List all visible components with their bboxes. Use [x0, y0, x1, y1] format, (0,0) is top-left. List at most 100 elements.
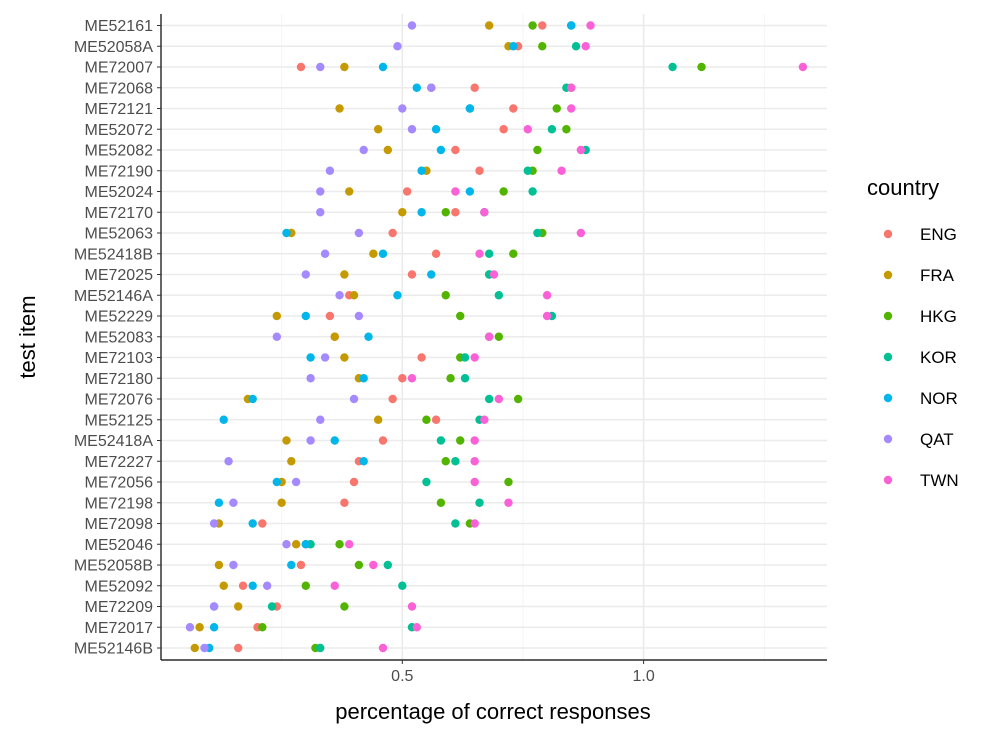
data-point-fra: [369, 249, 378, 258]
data-point-kor: [494, 291, 504, 300]
data-point-qat: [301, 270, 310, 279]
legend-key-hkg: [883, 311, 893, 321]
data-point-qat: [354, 311, 364, 321]
y-tick-label: ME52046: [85, 537, 154, 554]
y-tick-label: ME72180: [85, 371, 154, 388]
data-point-nor: [412, 83, 421, 92]
data-point-kor: [547, 125, 557, 134]
data-point-nor: [330, 436, 339, 445]
data-point-fra: [272, 311, 282, 321]
data-point-twn: [475, 249, 484, 258]
data-point-eng: [238, 581, 248, 590]
data-point-eng: [509, 104, 518, 113]
y-tick-label: ME72068: [85, 80, 154, 97]
data-point-kor: [460, 374, 470, 383]
data-point-nor: [248, 519, 257, 528]
data-point-kor: [398, 581, 407, 590]
y-tick-label: ME52083: [85, 329, 154, 346]
data-point-hkg: [552, 104, 561, 113]
data-point-qat: [229, 560, 238, 570]
y-tick-label: ME72227: [85, 454, 154, 471]
y-tick-label: ME72017: [85, 620, 154, 637]
data-point-qat: [407, 21, 417, 30]
data-point-twn: [470, 457, 479, 466]
data-point-kor: [451, 457, 460, 466]
data-point-fra: [349, 291, 359, 300]
data-point-kor: [668, 62, 677, 72]
y-tick-label: ME52063: [85, 226, 154, 243]
data-point-qat: [398, 104, 407, 113]
data-point-kor: [460, 353, 470, 362]
data-point-qat: [316, 415, 325, 424]
data-point-twn: [470, 353, 479, 362]
data-point-eng: [451, 208, 460, 217]
data-point-hkg: [446, 374, 455, 383]
legend-label-twn: TWN: [920, 471, 959, 490]
data-point-fra: [484, 21, 494, 30]
data-point-twn: [557, 166, 566, 175]
legend-label-hkg: HKG: [920, 307, 957, 326]
data-point-fra: [234, 602, 243, 611]
data-point-eng: [431, 415, 441, 424]
data-point-nor: [436, 145, 446, 155]
data-point-hkg: [697, 62, 706, 72]
data-point-fra: [291, 540, 301, 549]
data-point-nor: [287, 560, 296, 570]
data-point-fra: [340, 353, 349, 362]
data-point-nor: [272, 477, 282, 487]
data-point-fra: [277, 498, 286, 507]
data-point-nor: [417, 166, 426, 175]
data-point-qat: [306, 436, 315, 445]
data-point-kor: [422, 477, 431, 487]
data-point-nor: [431, 125, 441, 134]
data-point-qat: [209, 602, 219, 611]
data-point-twn: [576, 145, 586, 155]
data-point-hkg: [456, 436, 465, 445]
data-point-hkg: [441, 291, 450, 300]
y-tick-label: ME52418B: [74, 246, 153, 263]
y-tick-label: ME52125: [85, 412, 154, 429]
data-point-twn: [378, 643, 388, 653]
data-point-kor: [484, 394, 494, 404]
data-points: [185, 21, 808, 653]
data-point-qat: [335, 291, 344, 300]
data-point-eng: [325, 311, 335, 321]
data-point-fra: [287, 457, 296, 466]
legend-label-kor: KOR: [920, 348, 957, 367]
data-point-hkg: [441, 457, 450, 466]
data-point-nor: [465, 104, 475, 113]
data-point-eng: [431, 249, 441, 258]
y-tick-label: ME52082: [85, 143, 154, 160]
y-tick-label: ME52024: [85, 184, 154, 201]
data-point-kor: [571, 42, 581, 51]
data-point-hkg: [528, 21, 537, 30]
data-point-eng: [470, 83, 479, 92]
data-point-twn: [484, 332, 494, 341]
data-point-fra: [398, 208, 407, 217]
data-point-kor: [533, 228, 542, 238]
data-point-nor: [306, 353, 315, 362]
legend-key-twn: [883, 475, 893, 485]
legend-key-nor: [883, 393, 893, 403]
y-tick-label: ME72103: [85, 350, 154, 367]
data-point-nor: [378, 249, 388, 258]
data-point-qat: [306, 374, 315, 383]
data-point-twn: [470, 477, 479, 487]
data-point-twn: [470, 436, 479, 445]
data-point-kor: [267, 602, 277, 611]
data-point-nor: [359, 374, 368, 383]
data-point-twn: [576, 228, 586, 238]
y-tick-label: ME52058A: [74, 39, 153, 56]
data-point-eng: [538, 21, 547, 30]
y-tick-label: ME72121: [85, 101, 154, 118]
data-point-kor: [475, 498, 484, 507]
data-point-nor: [417, 208, 426, 217]
data-point-nor: [427, 270, 436, 279]
data-point-fra: [373, 415, 383, 424]
data-point-nor: [465, 187, 475, 196]
data-point-hkg: [340, 602, 349, 611]
data-point-eng: [398, 374, 407, 383]
data-point-nor: [359, 457, 368, 466]
data-point-eng: [234, 643, 243, 653]
data-point-eng: [402, 187, 412, 196]
